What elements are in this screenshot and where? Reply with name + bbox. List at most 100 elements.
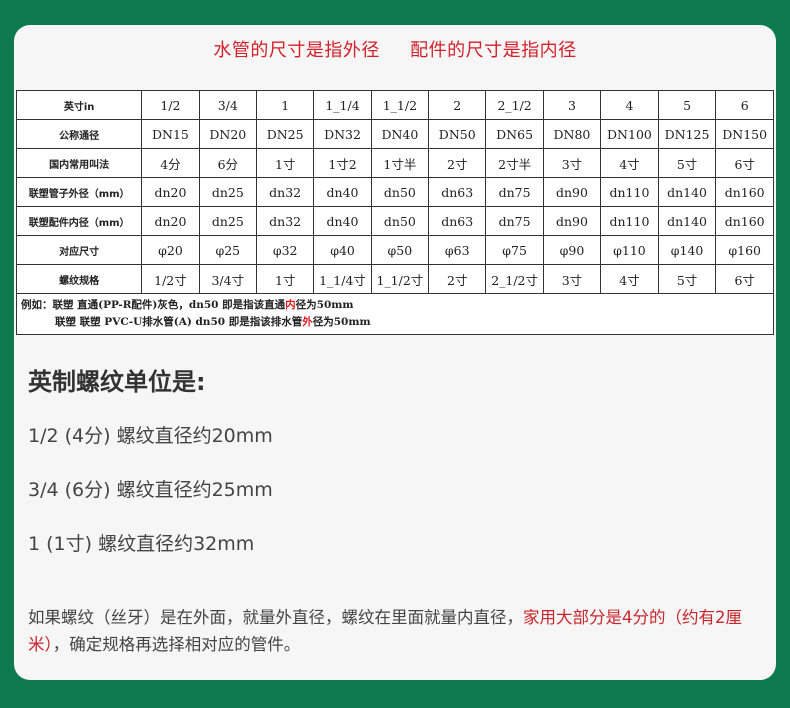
table-cell: DN80 — [542, 119, 602, 149]
table-cell: dn75 — [485, 177, 544, 207]
table-cell: 3/4寸 — [198, 264, 257, 294]
table-cell: φ90 — [542, 235, 602, 265]
table-cell: dn63 — [428, 177, 487, 207]
note-cell: 例如：联塑 直通(PP-R配件)灰色，dn50 即是指该直通内径为50mm 联塑 … — [16, 293, 774, 335]
table-cell: φ50 — [370, 235, 430, 265]
row-header: 英寸in — [15, 90, 143, 120]
table-cell: 1_1/2 — [370, 90, 430, 120]
table-cell: 3寸 — [542, 148, 602, 178]
tip-paragraph: 如果螺纹（丝牙）是在外面，就量外直径，螺纹在里面就量内直径，家用大部分是4分的（… — [28, 604, 748, 658]
tip-text: ，确定规格再选择相对应的管件。 — [52, 635, 301, 654]
table-cell: dn32 — [255, 206, 315, 236]
table-cell: 1寸半 — [370, 148, 430, 178]
section-heading: 英制螺纹单位是: — [28, 368, 206, 396]
thread-line: 3/4 (6分) 螺纹直径约25mm — [28, 479, 273, 501]
table-cell: 6寸 — [715, 264, 774, 294]
row-header: 螺纹规格 — [15, 264, 143, 294]
table-cell: dn110 — [600, 206, 659, 236]
table-cell: 1/2寸 — [141, 264, 200, 294]
table-cell: φ140 — [657, 235, 717, 265]
tip-highlight: 家用大部分是4分的（约有2厘米） — [28, 608, 742, 654]
table-cell: dn40 — [313, 206, 372, 236]
table-row: 联塑配件内径（mm） dn20 dn25 dn32 dn40 dn50 dn63 dn75 dn… — [15, 206, 774, 236]
table-cell: φ20 — [141, 235, 200, 265]
table-row: 对应尺寸 φ20 φ25 φ32 φ40 φ50 φ63 φ75 φ90 φ110 φ140 φ160 — [15, 235, 774, 265]
table-cell: 2_1/2 — [485, 90, 544, 120]
table-cell: 2寸 — [428, 264, 487, 294]
table-cell: φ32 — [255, 235, 315, 265]
table-cell: DN32 — [313, 119, 372, 149]
table-cell: 1寸 — [255, 264, 315, 294]
table-cell: 2寸半 — [485, 148, 544, 178]
table-cell: dn25 — [198, 177, 257, 207]
row-header: 公称通径 — [15, 119, 143, 149]
table-cell: 2_1/2寸 — [485, 264, 544, 294]
table-cell: φ40 — [313, 235, 372, 265]
table-cell: 6 — [715, 90, 774, 120]
table-cell: DN65 — [485, 119, 544, 149]
table-cell: DN50 — [428, 119, 487, 149]
row-header: 联塑管子外径（mm） — [15, 177, 143, 207]
table-cell: dn160 — [715, 177, 774, 207]
table-cell: dn90 — [542, 206, 602, 236]
table-cell: 1/2 — [141, 90, 200, 120]
table-cell: φ75 — [485, 235, 544, 265]
size-table: 英寸in 1/2 3/4 1 1_1/4 1_1/2 2 2_1/2 3 4 5 6 公称通径 DN15 D… — [15, 90, 774, 335]
table-cell: dn32 — [255, 177, 315, 207]
table-cell: 4寸 — [600, 264, 659, 294]
table-cell: dn20 — [141, 177, 200, 207]
thread-line: 1/2 (4分) 螺纹直径约20mm — [28, 425, 273, 447]
table-cell: dn50 — [370, 206, 430, 236]
table-row: 国内常用叫法 4分 6分 1寸 1寸2 1寸半 2寸 2寸半 3寸 4寸 5寸 6寸 — [15, 148, 774, 178]
table-cell: 5寸 — [657, 148, 717, 178]
table-cell: DN25 — [255, 119, 315, 149]
table-cell: 3寸 — [542, 264, 602, 294]
table-cell: DN125 — [657, 119, 717, 149]
table-cell: dn140 — [657, 206, 717, 236]
table-cell: dn160 — [715, 206, 774, 236]
table-row: 联塑管子外径（mm） dn20 dn25 dn32 dn40 dn50 dn63 dn75 dn… — [15, 177, 774, 207]
table-cell: 2 — [428, 90, 487, 120]
table-cell: DN150 — [715, 119, 774, 149]
table-cell: 4分 — [141, 148, 200, 178]
table-cell: DN100 — [600, 119, 659, 149]
table-cell: 3 — [542, 90, 602, 120]
table-cell: dn20 — [141, 206, 200, 236]
table-row: 英寸in 1/2 3/4 1 1_1/4 1_1/2 2 2_1/2 3 4 5 6 — [15, 90, 774, 120]
table-cell: DN20 — [198, 119, 257, 149]
note-line-2: 联塑 联塑 PVC-U排水管(A) dn50 即是指该排水管外径为50mm — [55, 316, 371, 328]
table-cell: 4 — [600, 90, 659, 120]
table-cell: 2寸 — [428, 148, 487, 178]
note-line-1: 例如：联塑 直通(PP-R配件)灰色，dn50 即是指该直通内径为50mm — [21, 299, 354, 311]
table-cell: 1_1/4 — [313, 90, 372, 120]
table-row: 螺纹规格 1/2寸 3/4寸 1寸 1_1/4寸 1_1/2寸 2寸 2_1/2寸 3寸 4寸 5寸… — [15, 264, 774, 294]
table-cell: dn90 — [542, 177, 602, 207]
table-cell: 1 — [255, 90, 315, 120]
table-cell: 1_1/4寸 — [313, 264, 372, 294]
tip-text: 如果螺纹（丝牙）是在外面，就量外直径，螺纹在里面就量内直径， — [28, 608, 523, 627]
table-cell: 1寸2 — [313, 148, 372, 178]
row-header: 联塑配件内径（mm） — [15, 206, 143, 236]
table-row: 公称通径 DN15 DN20 DN25 DN32 DN40 DN50 DN65 DN80 DN10… — [15, 119, 774, 149]
table-cell: φ63 — [428, 235, 487, 265]
table-cell: φ25 — [198, 235, 257, 265]
table-cell: DN15 — [141, 119, 200, 149]
table-cell: 3/4 — [198, 90, 257, 120]
table-cell: dn50 — [370, 177, 430, 207]
table-cell: 6寸 — [715, 148, 774, 178]
row-header: 对应尺寸 — [15, 235, 143, 265]
table-cell: DN40 — [370, 119, 430, 149]
table-cell: dn63 — [428, 206, 487, 236]
title-left: 水管的尺寸是指外径 — [213, 40, 380, 61]
row-header: 国内常用叫法 — [15, 148, 143, 178]
table-cell: φ110 — [600, 235, 659, 265]
table-cell: dn140 — [657, 177, 717, 207]
note-row: 例如：联塑 直通(PP-R配件)灰色，dn50 即是指该直通内径为50mm 联塑 … — [16, 293, 774, 335]
table-cell: dn25 — [198, 206, 257, 236]
title-right: 配件的尺寸是指内径 — [410, 40, 577, 61]
page-title: 水管的尺寸是指外径 配件的尺寸是指内径 — [0, 36, 790, 62]
table-cell: 5寸 — [657, 264, 717, 294]
table-cell: 6分 — [198, 148, 257, 178]
table-cell: 4寸 — [600, 148, 659, 178]
table-cell: φ160 — [715, 235, 774, 265]
